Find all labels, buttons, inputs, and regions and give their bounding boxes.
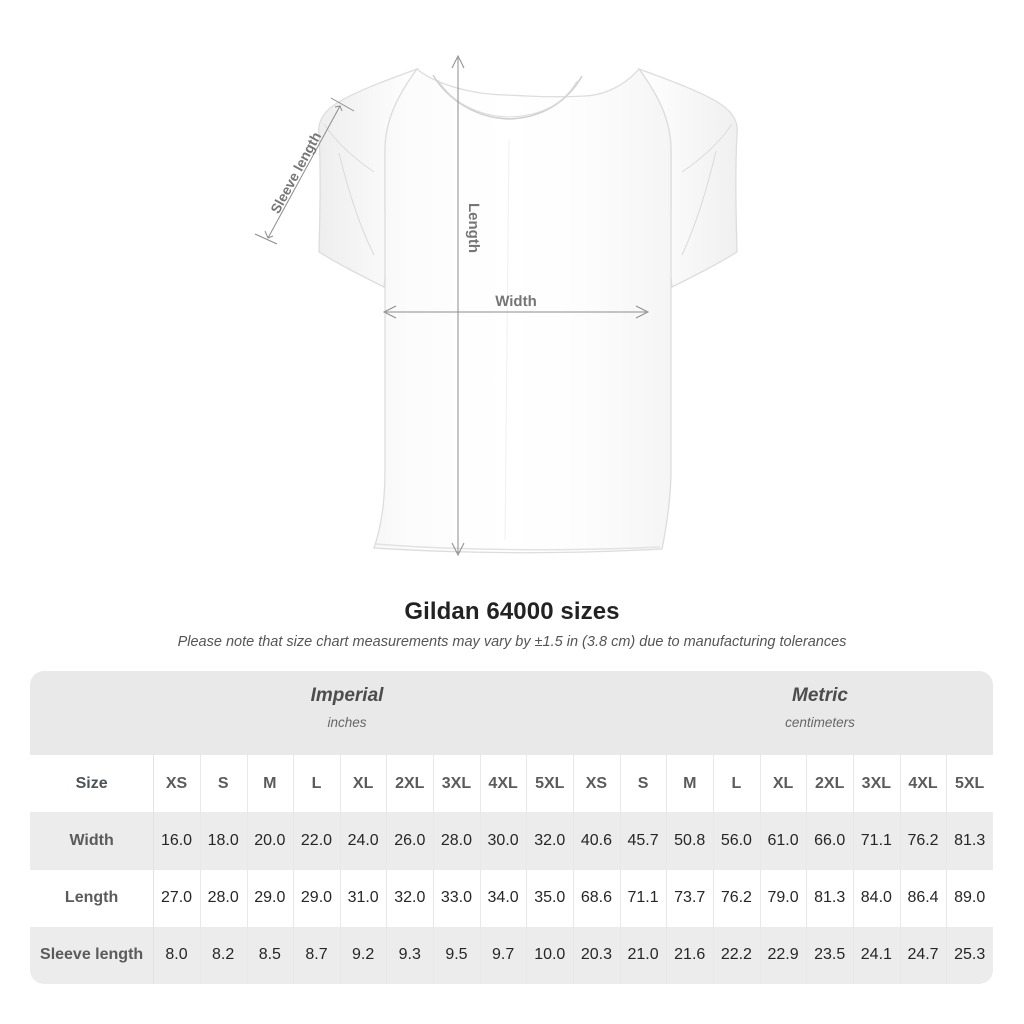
svg-text:Sleeve length: Sleeve length [267, 129, 324, 216]
svg-text:Length: Length [465, 203, 482, 253]
svg-text:Width: Width [495, 293, 537, 310]
